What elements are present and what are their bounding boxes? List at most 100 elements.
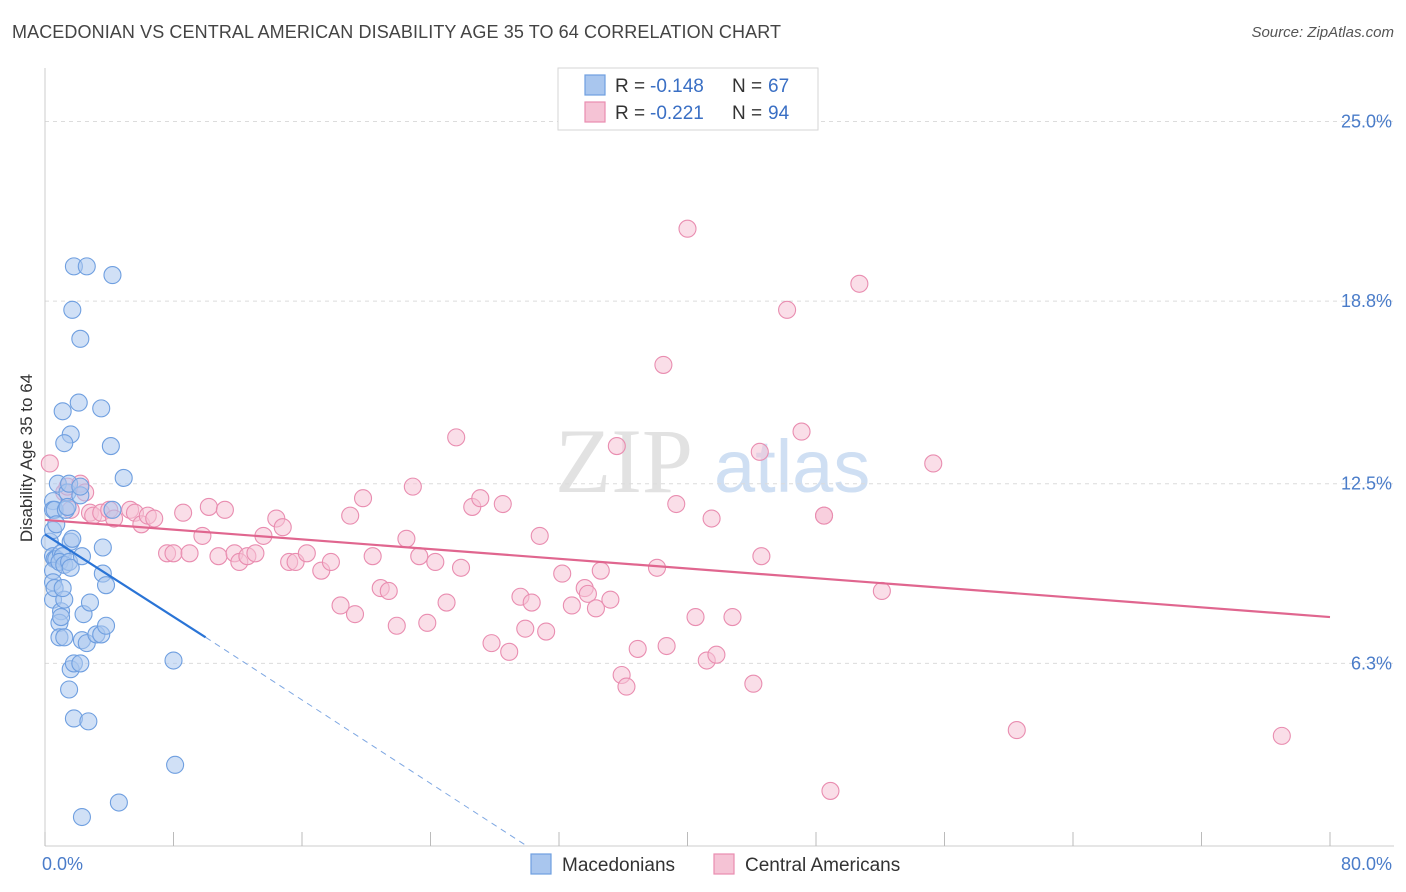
point-central-americans — [586, 599, 605, 618]
point-central-americans — [657, 636, 676, 656]
point-macedonians — [92, 399, 111, 418]
top-legend: R = -0.148 N = 67 R = -0.221 N = 94 — [557, 67, 819, 131]
point-central-americans — [403, 477, 422, 496]
tick-labels: 6.3% 12.5% 18.8% 25.0% 0.0% 80.0% — [42, 111, 1392, 874]
point-macedonians — [109, 793, 128, 812]
point-central-americans — [723, 607, 742, 627]
point-macedonians — [61, 558, 80, 577]
point-macedonians — [103, 266, 122, 285]
point-macedonians — [53, 579, 72, 598]
point-macedonians — [55, 434, 74, 453]
legend-n-value-2: 94 — [768, 103, 790, 124]
legend-n-value-1: 67 — [768, 76, 789, 97]
legend-n-label-2: N = — [732, 103, 762, 124]
point-central-americans — [471, 489, 490, 508]
point-central-americans — [578, 584, 597, 603]
point-macedonians — [71, 477, 90, 496]
point-macedonians — [71, 329, 90, 348]
point-central-americans — [353, 489, 373, 508]
point-macedonians — [63, 529, 82, 548]
point-macedonians — [166, 755, 185, 774]
point-central-americans — [591, 561, 610, 580]
chart-title: MACEDONIAN VS CENTRAL AMERICAN DISABILIT… — [12, 22, 782, 42]
point-central-americans — [667, 494, 686, 514]
point-central-americans — [850, 274, 869, 293]
point-central-americans — [617, 677, 636, 696]
point-central-americans — [750, 442, 769, 461]
trend-lines — [44, 518, 1331, 847]
point-central-americans — [601, 590, 620, 609]
point-central-americans — [297, 544, 316, 563]
point-central-americans — [654, 355, 673, 374]
watermark-atlas: atlas — [714, 425, 870, 508]
point-macedonians — [103, 500, 122, 519]
point-central-americans — [702, 509, 721, 528]
point-central-americans — [678, 219, 697, 238]
bottom-legend-swatch-central-americans — [713, 853, 735, 875]
point-macedonians — [96, 616, 116, 635]
point-central-americans — [647, 558, 667, 577]
point-central-americans — [164, 544, 183, 563]
data-points — [40, 219, 1291, 827]
point-central-americans — [180, 544, 199, 563]
point-central-americans — [686, 607, 705, 627]
point-central-americans — [40, 454, 59, 473]
bottom-legend-swatch-macedonians — [530, 853, 552, 875]
point-central-americans — [418, 613, 437, 632]
point-central-americans — [814, 506, 834, 525]
point-central-americans — [331, 596, 350, 615]
point-central-americans — [707, 645, 726, 664]
point-central-americans — [744, 674, 763, 693]
point-central-americans — [193, 526, 212, 545]
point-central-americans — [397, 529, 416, 548]
x-tick-label: 80.0% — [1341, 854, 1392, 874]
x-tick-label: 0.0% — [42, 854, 83, 874]
point-central-americans — [341, 506, 360, 525]
point-central-americans — [607, 437, 626, 456]
point-central-americans — [482, 634, 501, 653]
point-central-americans — [553, 564, 572, 583]
point-macedonians — [69, 393, 88, 412]
point-central-americans — [1272, 726, 1291, 745]
legend-r-label-2: R = — [615, 103, 645, 124]
point-macedonians — [79, 712, 98, 731]
point-central-americans — [174, 503, 193, 522]
point-macedonians — [96, 576, 116, 595]
point-central-americans — [821, 781, 840, 800]
point-central-americans — [500, 642, 519, 661]
point-central-americans — [437, 593, 456, 612]
point-macedonians — [77, 257, 96, 276]
legend-swatch-central-americans — [584, 101, 606, 123]
point-central-americans — [562, 596, 581, 615]
legend-r-value-2: -0.221 — [650, 103, 704, 124]
trend-line-central-americans — [44, 518, 1331, 619]
point-central-americans — [537, 622, 556, 641]
legend-swatch-macedonians — [584, 74, 606, 96]
bottom-legend: Macedonians Central Americans — [530, 853, 900, 876]
point-central-americans — [321, 552, 340, 572]
point-central-americans — [628, 639, 647, 658]
point-macedonians — [53, 402, 72, 421]
point-macedonians — [55, 628, 74, 647]
legend-r-label-1: R = — [615, 76, 645, 97]
point-central-americans — [778, 300, 797, 319]
point-central-americans — [792, 422, 811, 441]
point-central-americans — [1007, 721, 1026, 740]
point-central-americans — [426, 552, 445, 572]
point-macedonians — [58, 497, 77, 516]
point-central-americans — [872, 581, 891, 601]
point-macedonians — [114, 468, 133, 487]
y-tick-label: 25.0% — [1341, 111, 1392, 131]
point-central-americans — [447, 428, 466, 447]
point-macedonians — [60, 680, 79, 699]
point-macedonians — [101, 437, 120, 456]
point-macedonians — [71, 654, 90, 673]
point-central-americans — [451, 558, 471, 577]
point-central-americans — [246, 544, 265, 563]
point-central-americans — [530, 526, 549, 545]
point-central-americans — [273, 518, 292, 537]
point-central-americans — [379, 581, 398, 601]
point-macedonians — [52, 607, 71, 627]
point-macedonians — [72, 807, 91, 827]
